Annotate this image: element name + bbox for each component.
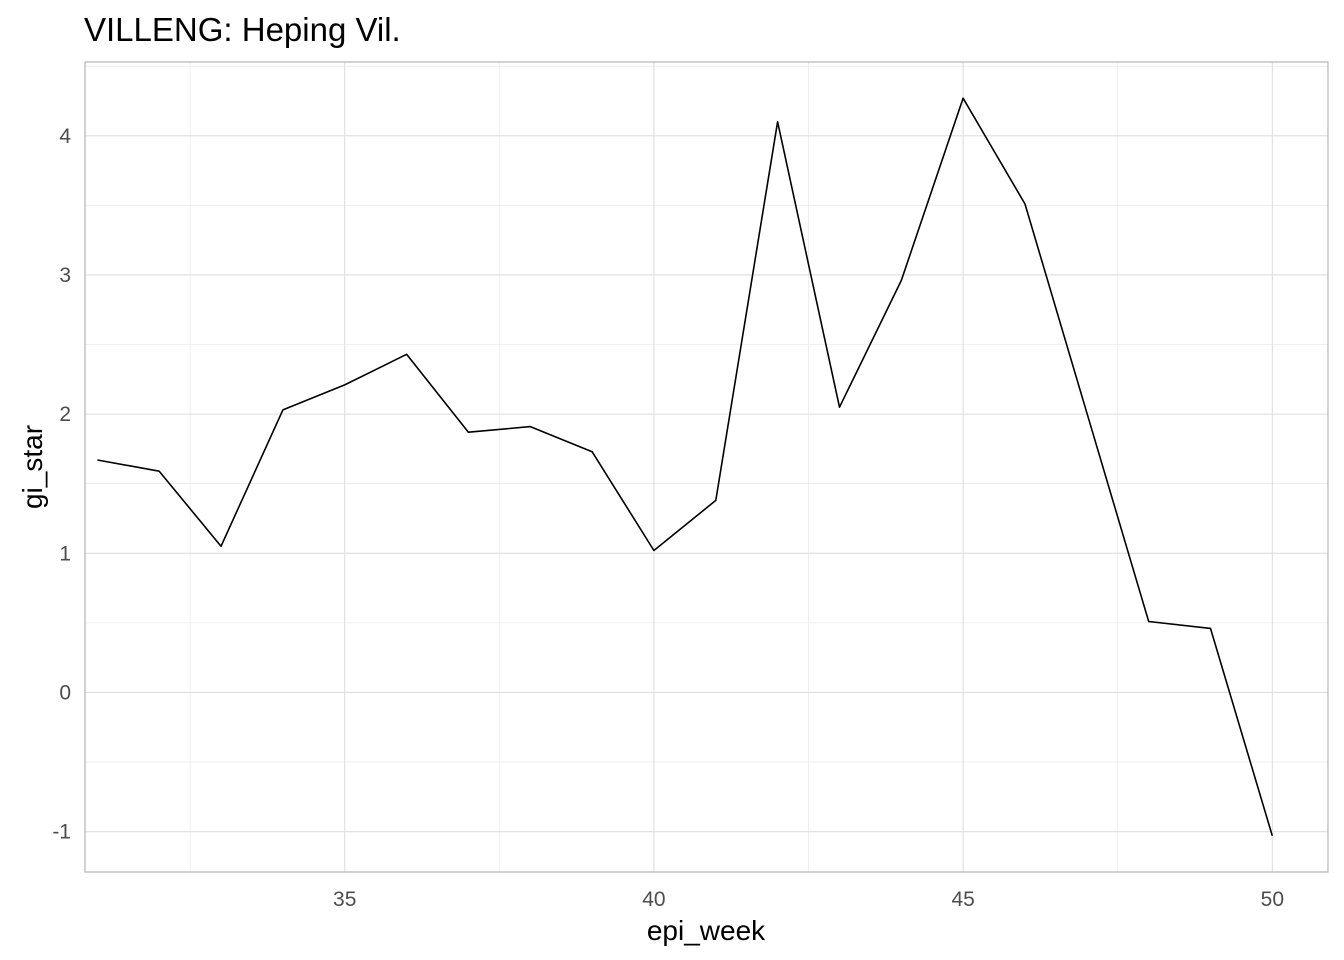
series-line: [97, 97, 1274, 837]
grid-layer: [85, 62, 1328, 872]
chart-title: VILLENG: Heping Vil.: [84, 11, 401, 48]
y-tick-label: 0: [59, 681, 71, 704]
y-tick-label: 2: [59, 403, 71, 426]
plot-panel-border: [84, 61, 1329, 873]
tick-labels: 35 40 45 50 -1 0 1 2 3 4: [52, 125, 1284, 911]
x-tick-label: 45: [951, 888, 974, 911]
x-tick-label: 35: [333, 888, 356, 911]
x-tick-label: 50: [1261, 888, 1284, 911]
y-tick-label: 3: [59, 264, 71, 287]
series-layer: [97, 97, 1274, 837]
x-axis-title: epi_week: [647, 915, 766, 946]
y-axis-title: gi_star: [17, 425, 48, 509]
y-tick-label: 1: [59, 542, 71, 565]
y-tick-label: 4: [59, 125, 71, 148]
x-tick-label: 40: [642, 888, 665, 911]
y-tick-label: -1: [52, 821, 71, 844]
